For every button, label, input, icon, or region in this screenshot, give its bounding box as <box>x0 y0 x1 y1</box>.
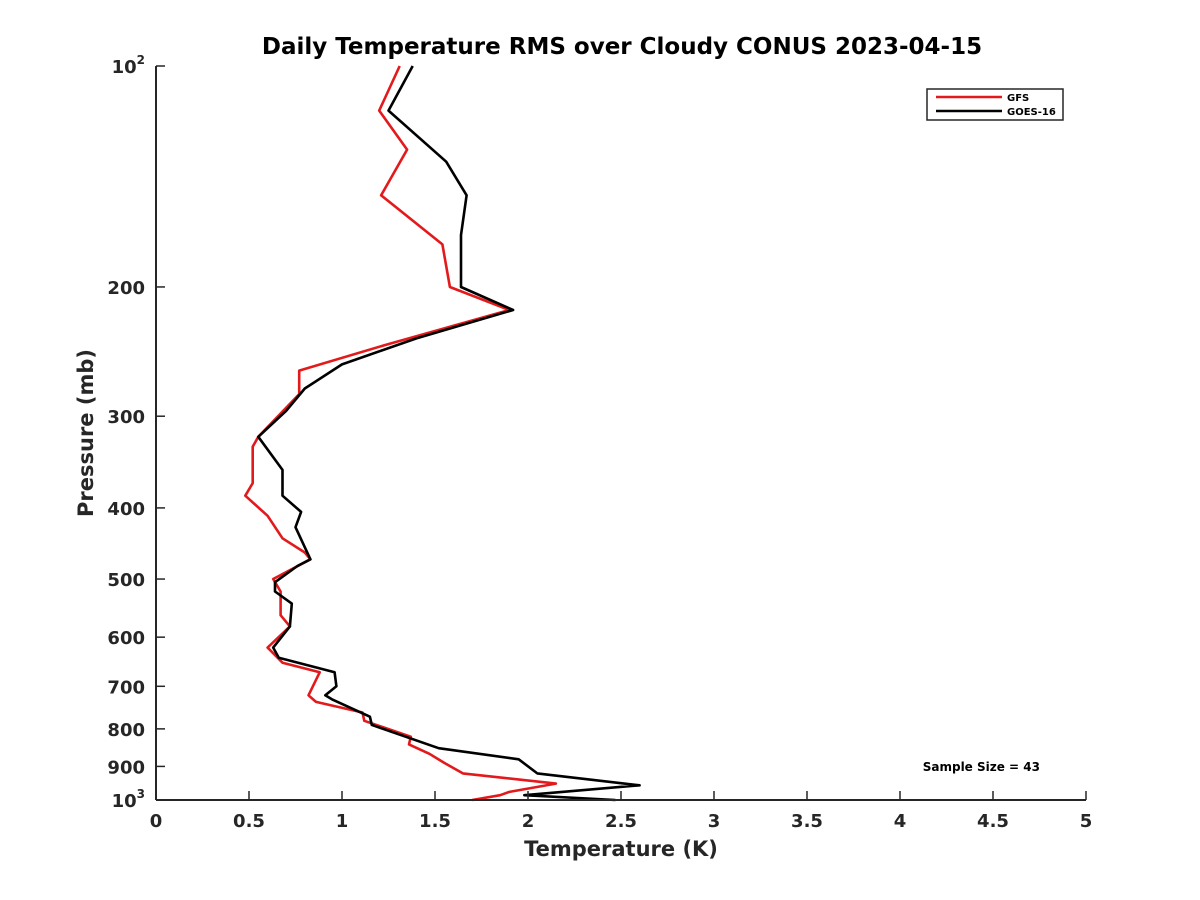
x-ticks: 0 0.5 1 1.5 2 2.5 3 3.5 4 4.5 5 <box>150 791 1093 832</box>
y-tick-label: 103 <box>112 787 145 812</box>
y-tick-label: 700 <box>107 677 145 698</box>
x-tick-label: 4.5 <box>977 811 1009 832</box>
x-tick-label: 4 <box>894 811 907 832</box>
y-tick-label: 400 <box>107 499 145 520</box>
series-line-goes16 <box>256 65 641 802</box>
series-line-gfs <box>244 65 558 802</box>
legend-label-gfs: GFS <box>1007 93 1029 104</box>
x-tick-label: 1 <box>336 811 349 832</box>
y-tick-label: 102 <box>112 53 145 78</box>
legend-label-goes16: GOES-16 <box>1007 107 1056 118</box>
chart-title: Daily Temperature RMS over Cloudy CONUS … <box>262 34 982 60</box>
x-tick-label: 3 <box>708 811 721 832</box>
series-layer <box>244 65 641 802</box>
sample-size-annotation: Sample Size = 43 <box>923 760 1040 774</box>
x-tick-label: 2.5 <box>605 811 637 832</box>
legend-box <box>926 88 1064 121</box>
y-ticks: 102 200 300 400 500 600 700 800 900 103 <box>107 53 165 812</box>
x-tick-label: 0 <box>150 811 163 832</box>
y-tick-label: 500 <box>107 570 145 591</box>
x-tick-label: 2 <box>522 811 535 832</box>
x-tick-label: 3.5 <box>791 811 823 832</box>
legend: GFS GOES-16 <box>926 88 1064 121</box>
y-tick-label: 200 <box>107 278 145 299</box>
x-tick-label: 5 <box>1080 811 1093 832</box>
y-tick-label: 300 <box>107 407 145 428</box>
axes <box>155 66 1086 801</box>
y-axis-label: Pressure (mb) <box>74 349 98 517</box>
y-tick-label: 800 <box>107 720 145 741</box>
y-tick-label: 900 <box>107 757 145 778</box>
x-tick-label: 1.5 <box>419 811 451 832</box>
x-tick-label: 0.5 <box>233 811 265 832</box>
y-tick-label: 600 <box>107 628 145 649</box>
x-axis-label: Temperature (K) <box>524 837 718 861</box>
